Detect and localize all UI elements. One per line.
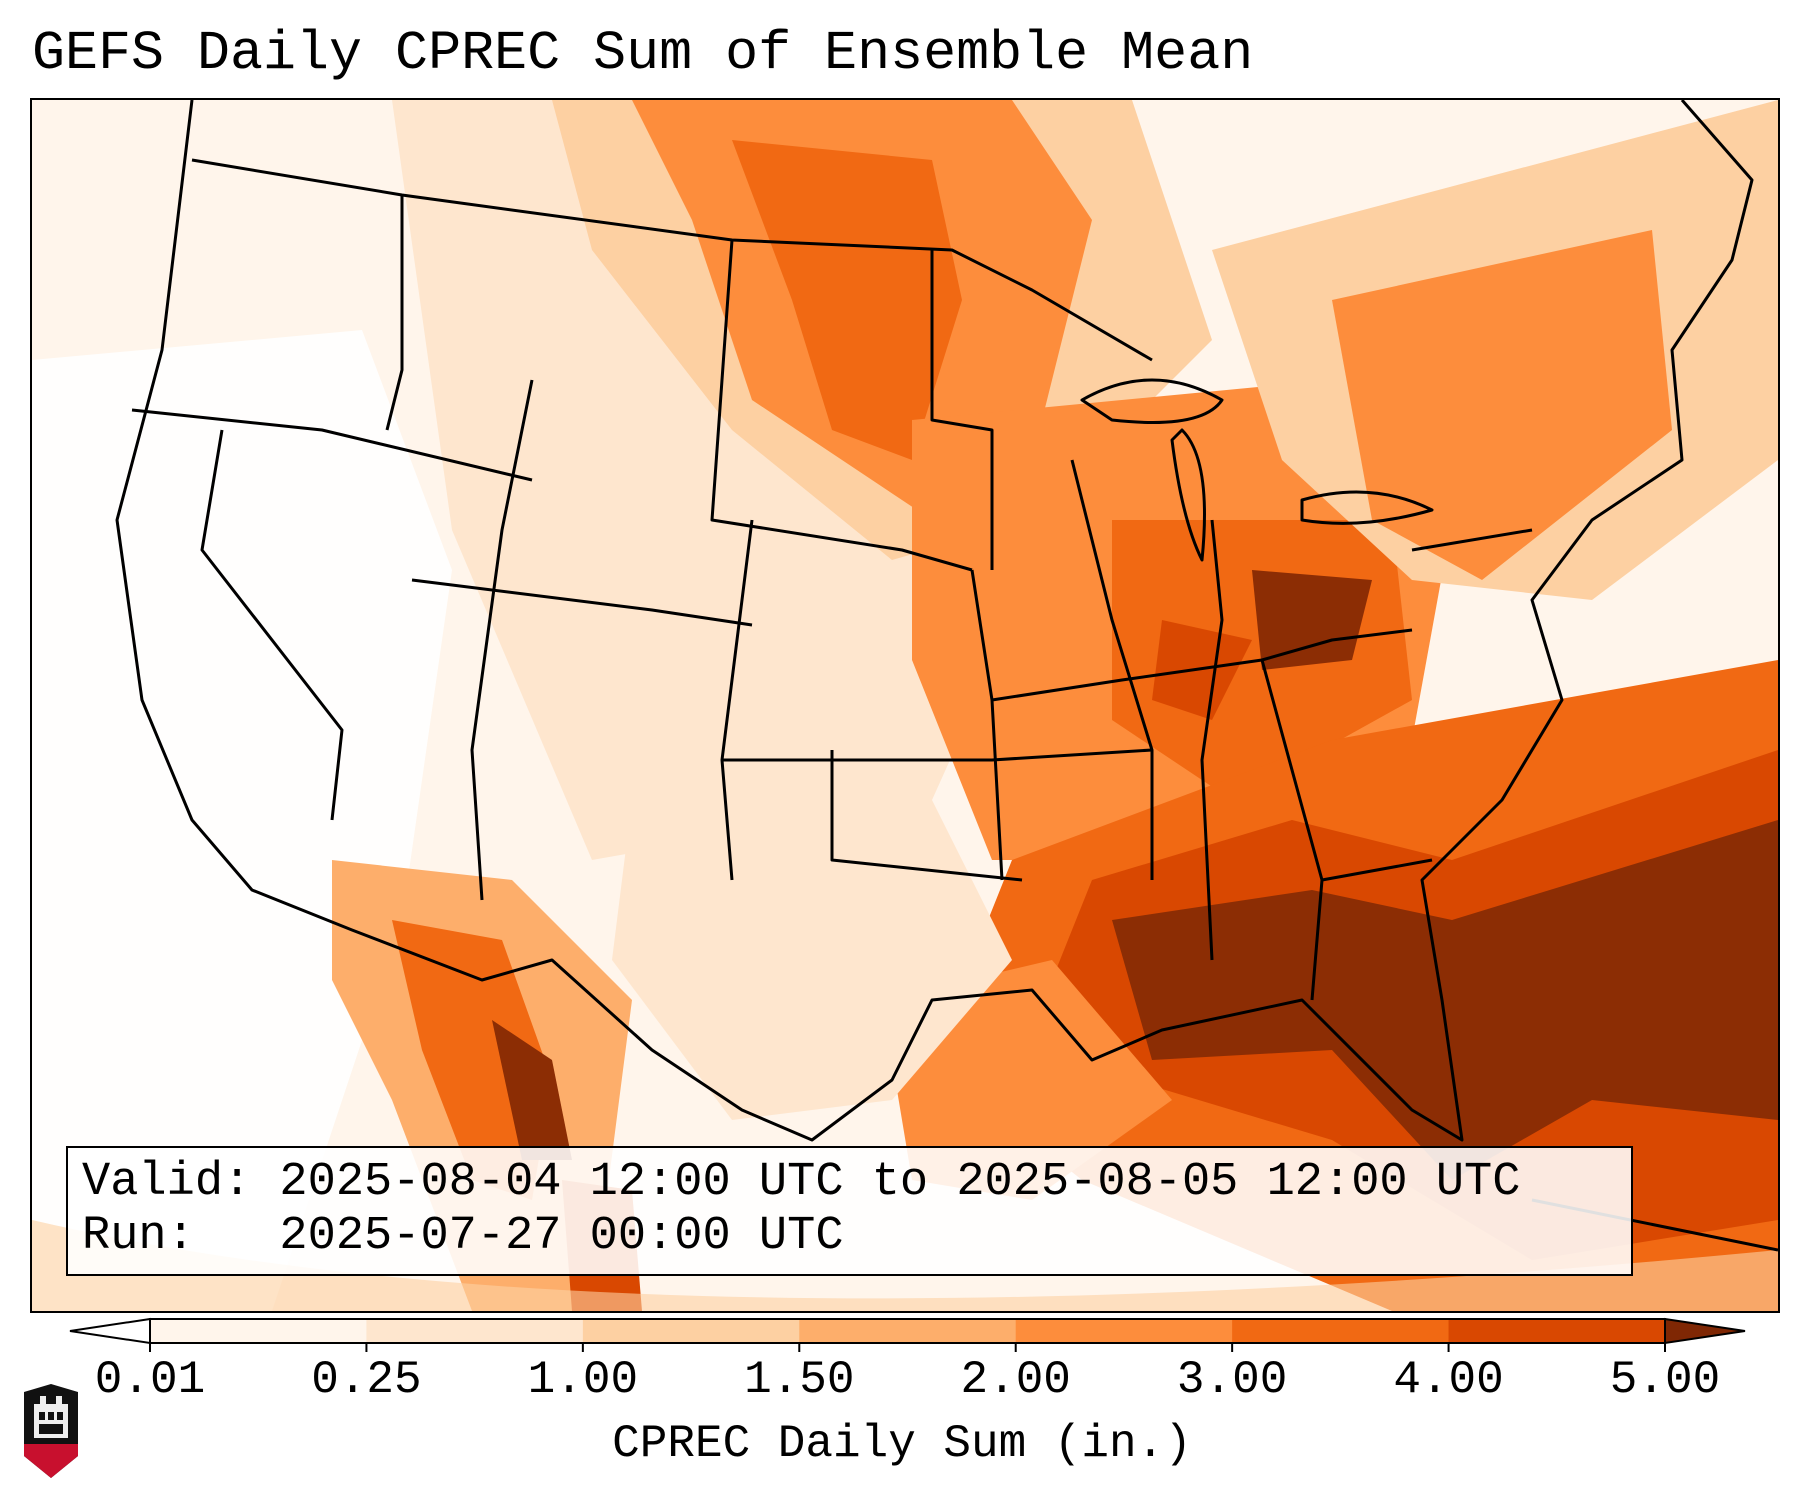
colorbar-segment [366,1319,584,1343]
colorbar-segment [150,1319,367,1343]
run-time-line: Run: 2025-07-27 00:00 UTC [82,1210,844,1263]
colorbar-tick-label: 0.25 [311,1354,422,1406]
colorbar-under-arrow [69,1317,151,1345]
colorbar-tick-label: 1.00 [527,1354,639,1406]
colorbar-label: CPREC Daily Sum (in.) [612,1418,1192,1470]
precipitation-map [30,98,1780,1313]
colorbar-tick-label: 4.00 [1393,1354,1504,1406]
colorbar-tick-label: 0.01 [94,1354,206,1406]
colorbar-segment [1232,1319,1450,1343]
colorbar-over-arrow [1664,1317,1746,1345]
niu-logo [24,1384,78,1478]
colorbar-segments [69,1317,1746,1345]
valid-time-line: Valid: 2025-08-04 12:00 UTC to 2025-08-0… [82,1156,1521,1209]
colorbar [69,1317,1746,1352]
colorbar-outline [149,1318,1666,1344]
precip-field [32,100,1778,1311]
colorbar-segment [1015,1319,1233,1343]
colorbar-segment [799,1319,1017,1343]
colorbar-ticks [149,1343,1666,1352]
colorbar-tick-label: 5.00 [1609,1354,1721,1406]
valid-run-info-box: Valid: 2025-08-04 12:00 UTC to 2025-08-0… [66,1146,1633,1276]
colorbar-tick-label: 2.00 [960,1354,1071,1406]
page-title: GEFS Daily CPREC Sum of Ensemble Mean [32,22,1254,85]
colorbar-segment [1448,1319,1666,1343]
colorbar-tick-label: 1.50 [744,1354,855,1406]
colorbar-tick-label: 3.00 [1176,1354,1288,1406]
state-boundaries [115,100,1778,1252]
colorbar-segment [582,1319,800,1343]
